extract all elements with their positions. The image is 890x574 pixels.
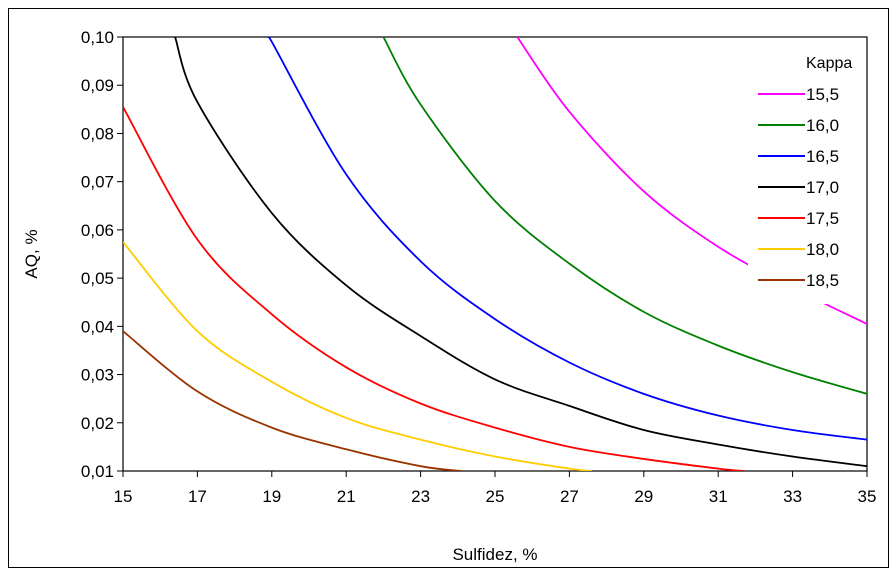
series-line-kappa-16-0: [382, 37, 867, 395]
x-tick-label: 19: [262, 487, 281, 506]
y-tick-label: 0,01: [81, 462, 114, 481]
legend: Kappa 15,5 16,0 16,5 17,0 17,5 18,0 18,5: [748, 46, 862, 304]
legend-title: Kappa: [806, 55, 852, 72]
x-tick-label: 33: [783, 487, 802, 506]
series-line-kappa-18-5: [123, 330, 462, 471]
x-tick-label: 25: [486, 487, 505, 506]
y-tick-label: 0,05: [81, 269, 114, 288]
x-tick-label: 35: [858, 487, 877, 506]
x-axis-label: Sulfidez, %: [452, 545, 537, 564]
y-tick-label: 0,03: [81, 366, 114, 385]
x-tick-label: 15: [114, 487, 133, 506]
x-tick-label: 21: [337, 487, 356, 506]
series-line-kappa-16-5: [267, 37, 867, 441]
series-line-kappa-17-5: [123, 106, 745, 471]
y-axis-label: AQ, %: [22, 229, 41, 278]
x-tick-label: 29: [634, 487, 653, 506]
x-tick-label: 27: [560, 487, 579, 506]
x-tick-label: 23: [411, 487, 430, 506]
x-tick-label: 31: [709, 487, 728, 506]
chart-frame: [8, 8, 889, 568]
legend-label-kappa-18-0: 18,0: [806, 240, 839, 259]
legend-label-kappa-17-5: 17,5: [806, 209, 839, 228]
legend-label-kappa-15-5: 15,5: [806, 85, 839, 104]
series-line-kappa-17-0: [174, 37, 867, 468]
legend-label-kappa-16-5: 16,5: [806, 147, 839, 166]
y-tick-label: 0,06: [81, 221, 114, 240]
legend-label-kappa-17-0: 17,0: [806, 178, 839, 197]
series-lines: [123, 37, 867, 471]
y-tick-label: 0,10: [81, 28, 114, 47]
axes: 15 17 19 21 23 25 27 29 31 33 35 0,01 0,02 0,03 0,04 0,…: [81, 28, 877, 506]
series-line-kappa-18-0: [123, 241, 592, 471]
y-tick-label: 0,02: [81, 414, 114, 433]
y-tick-label: 0,08: [81, 124, 114, 143]
x-tick-label: 17: [188, 487, 207, 506]
legend-box: [748, 46, 862, 304]
legend-label-kappa-16-0: 16,0: [806, 116, 839, 135]
y-tick-label: 0,07: [81, 173, 114, 192]
y-tick-label: 0,04: [81, 317, 114, 336]
legend-label-kappa-18-5: 18,5: [806, 271, 839, 290]
y-tick-label: 0,09: [81, 76, 114, 95]
